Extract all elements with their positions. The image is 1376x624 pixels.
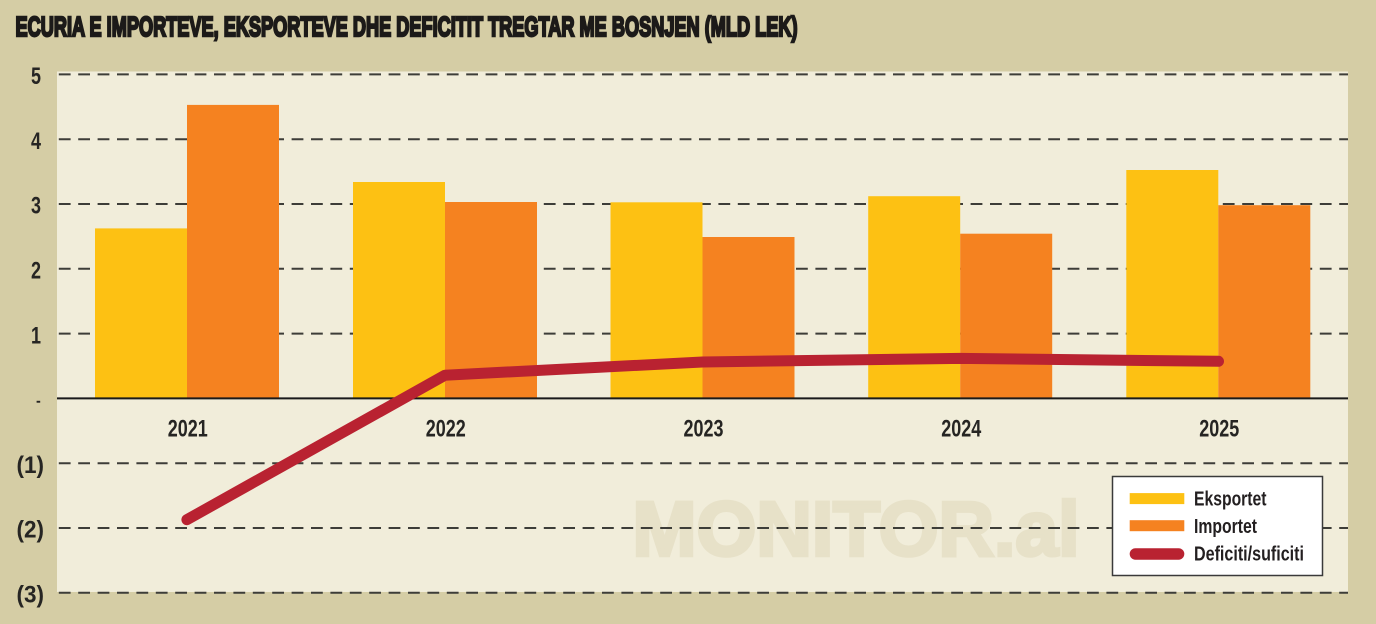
svg-text:2025: 2025 [1199, 416, 1239, 443]
svg-text:ECURIA E IMPORTEVE, EKSPORTEVE: ECURIA E IMPORTEVE, EKSPORTEVE DHE DEFIC… [16, 11, 798, 42]
svg-text:2021: 2021 [168, 416, 208, 443]
svg-text:2022: 2022 [426, 416, 466, 443]
svg-text:2: 2 [31, 258, 41, 285]
svg-text:(1): (1) [17, 452, 45, 479]
svg-text:5: 5 [31, 63, 41, 90]
svg-text:MONITOR.al: MONITOR.al [633, 487, 1080, 573]
svg-text:(2): (2) [17, 517, 45, 544]
svg-text:Eksportet: Eksportet [1194, 489, 1267, 511]
svg-text:Importet: Importet [1194, 516, 1257, 538]
svg-text:Deficiti/suficiti: Deficiti/suficiti [1194, 544, 1304, 566]
svg-text:2023: 2023 [684, 416, 724, 443]
svg-text:(3): (3) [17, 582, 45, 609]
svg-text:2024: 2024 [941, 416, 981, 443]
svg-text:1: 1 [31, 322, 41, 349]
svg-text:3: 3 [31, 193, 41, 220]
svg-text:4: 4 [31, 128, 41, 155]
